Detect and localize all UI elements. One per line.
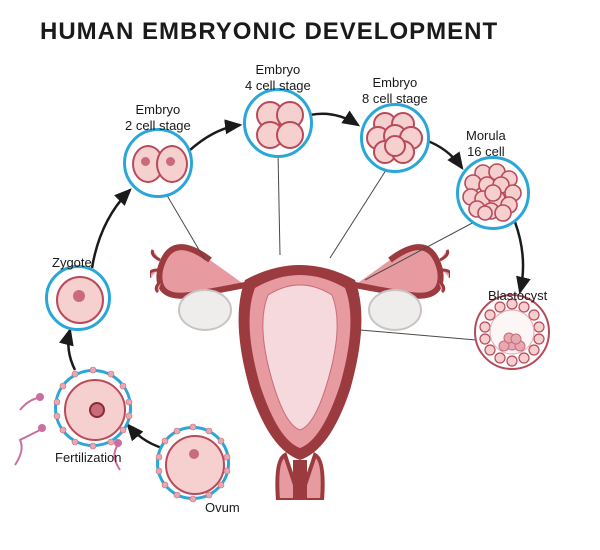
- label-embryo2: Embryo2 cell stage: [125, 102, 191, 133]
- sperm-icons: [10, 370, 150, 490]
- label-ovum: Ovum: [205, 500, 240, 516]
- stage-embryo-8cell: [360, 103, 430, 173]
- label-embryo8: Embryo8 cell stage: [362, 75, 428, 106]
- stage-zygote: [45, 265, 111, 331]
- page-title: HUMAN EMBRYONIC DEVELOPMENT: [40, 18, 498, 46]
- ovary-left: [179, 290, 231, 330]
- label-morula: Morula16 cell: [466, 128, 506, 159]
- stage-embryo-4cell: [243, 88, 313, 158]
- label-fertilization: Fertilization: [55, 450, 121, 466]
- diagram-canvas: HUMAN EMBRYONIC DEVELOPMENT: [0, 0, 600, 550]
- label-blastocyst: Blastocyst: [488, 288, 547, 304]
- label-embryo4: Embryo4 cell stage: [245, 62, 311, 93]
- stage-blastocyst: [474, 294, 550, 370]
- label-zygote: Zygote: [52, 255, 92, 271]
- ovary-right: [369, 290, 421, 330]
- stage-ovum: [156, 426, 230, 500]
- stage-embryo-2cell: [123, 128, 193, 198]
- stage-morula: [456, 156, 530, 230]
